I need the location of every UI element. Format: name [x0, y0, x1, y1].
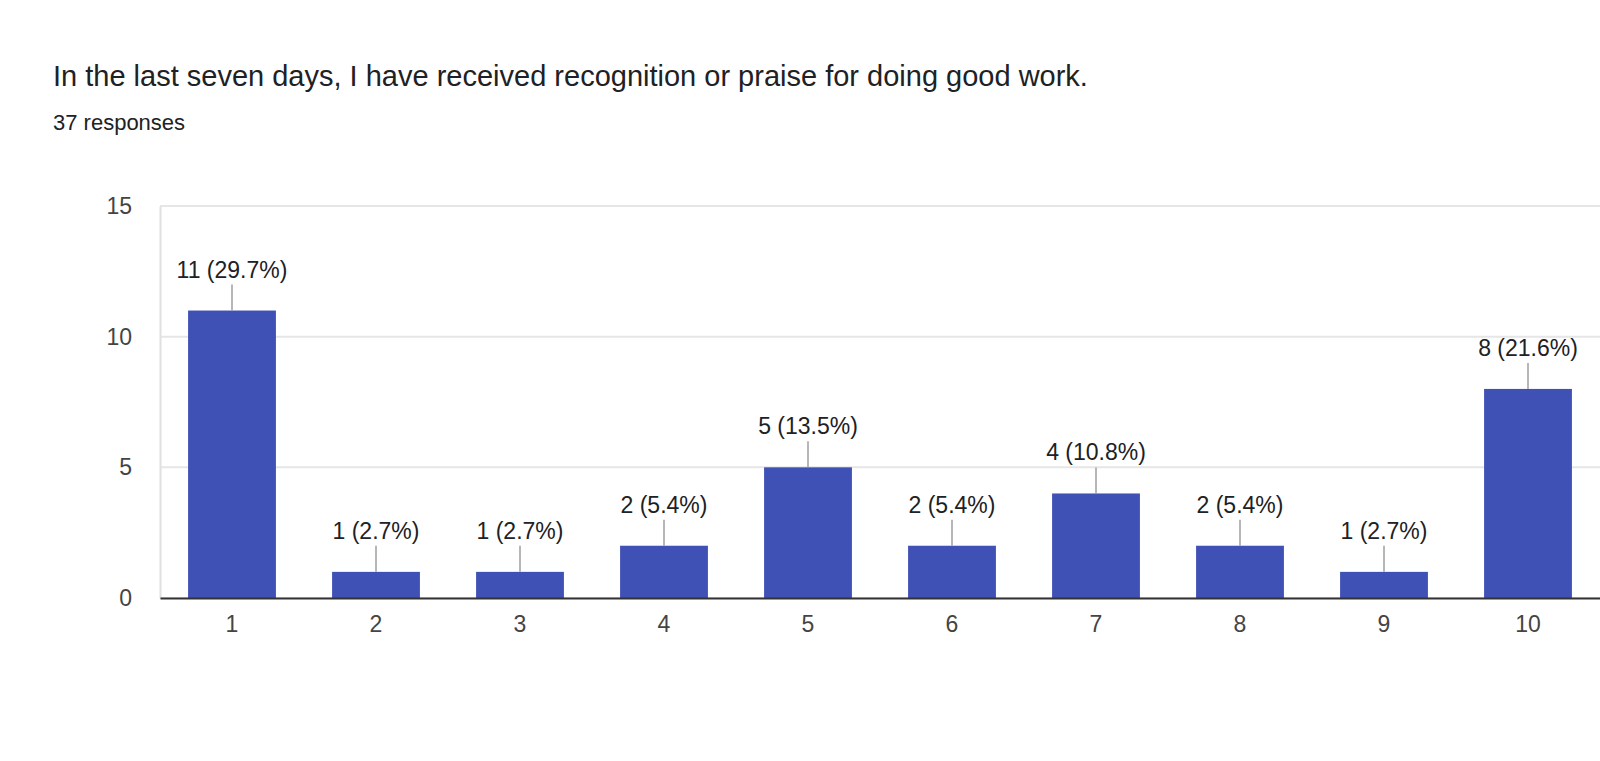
y-tick-label: 5 — [119, 454, 132, 480]
grid — [160, 206, 1600, 598]
bar — [476, 572, 564, 598]
data-label: 4 (10.8%) — [1046, 439, 1146, 465]
data-label: 2 (5.4%) — [1197, 492, 1284, 518]
x-tick-label: 10 — [1515, 611, 1541, 637]
x-tick-label: 8 — [1234, 611, 1247, 637]
data-label: 5 (13.5%) — [758, 413, 858, 439]
x-tick: 7 — [1090, 598, 1103, 637]
y-tick: 15 — [106, 193, 160, 219]
chart: In the last seven days, I have received … — [0, 0, 1600, 761]
label-leader — [1383, 546, 1385, 572]
data-label: 1 (2.7%) — [333, 518, 420, 544]
grid-line — [160, 336, 1600, 338]
x-tick-label: 2 — [370, 611, 383, 637]
x-axis: 1 2 3 4 5 6 7 8 9 10 — [161, 598, 1600, 637]
y-tick: 5 — [119, 454, 160, 480]
x-tick: 1 — [226, 598, 239, 637]
data-label: 8 (21.6%) — [1478, 335, 1578, 361]
title: In the last seven days, I have received … — [53, 60, 1088, 92]
y-tick: 10 — [106, 324, 160, 350]
grid-line — [160, 205, 1600, 207]
x-tick: 2 — [370, 598, 383, 637]
bar — [188, 311, 276, 598]
bars — [188, 311, 1572, 598]
label-leader — [519, 546, 521, 572]
x-tick: 3 — [514, 598, 527, 637]
label-leader — [807, 441, 809, 467]
x-axis-line — [161, 598, 1600, 600]
data-label: 2 (5.4%) — [621, 492, 708, 518]
data-label: 1 (2.7%) — [477, 518, 564, 544]
bar — [908, 546, 996, 598]
bar — [1484, 389, 1572, 598]
x-tick-label: 7 — [1090, 611, 1103, 637]
data-label: 11 (29.7%) — [177, 257, 288, 283]
label-leader — [1239, 520, 1241, 546]
x-tick-label: 3 — [514, 611, 527, 637]
label-leader — [1095, 467, 1097, 493]
x-tick: 4 — [658, 598, 671, 637]
bar — [1340, 572, 1428, 598]
y-tick-label: 15 — [106, 193, 132, 219]
label-leader — [231, 285, 233, 311]
x-tick: 9 — [1378, 598, 1391, 637]
bar — [1196, 546, 1284, 598]
x-tick: 8 — [1234, 598, 1247, 637]
grid-line — [160, 466, 1600, 468]
x-tick-label: 4 — [658, 611, 671, 637]
x-tick-label: 9 — [1378, 611, 1391, 637]
label-leader — [663, 520, 665, 546]
y-tick: 0 — [119, 585, 160, 611]
label-leader — [375, 546, 377, 572]
data-label: 2 (5.4%) — [909, 492, 996, 518]
x-tick: 10 — [1515, 598, 1541, 637]
bar — [620, 546, 708, 598]
y-tick-label: 0 — [119, 585, 132, 611]
data-label: 1 (2.7%) — [1341, 518, 1428, 544]
bar — [332, 572, 420, 598]
x-tick-label: 5 — [802, 611, 815, 637]
x-tick: 6 — [946, 598, 959, 637]
y-axis: 0 5 10 15 — [106, 193, 160, 611]
subtitle: 37 responses — [53, 110, 185, 135]
bar — [1052, 493, 1140, 598]
x-tick-label: 1 — [226, 611, 239, 637]
bar — [764, 467, 852, 598]
data-labels: 11 (29.7%) 1 (2.7%) 1 (2.7%) 2 (5.4%) 5 (13.… — [177, 257, 1578, 572]
x-tick: 5 — [802, 598, 815, 637]
label-leader — [951, 520, 953, 546]
x-tick-label: 6 — [946, 611, 959, 637]
y-axis-line — [160, 207, 162, 599]
label-leader — [1527, 363, 1529, 389]
y-tick-label: 10 — [106, 324, 132, 350]
